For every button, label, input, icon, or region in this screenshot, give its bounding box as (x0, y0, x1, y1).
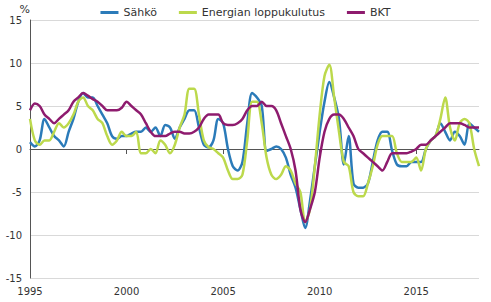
svg-text:-15: -15 (6, 273, 22, 284)
svg-text:2015: 2015 (404, 286, 429, 297)
svg-text:2000: 2000 (114, 286, 139, 297)
svg-text:0: 0 (16, 144, 22, 155)
svg-text:5: 5 (16, 101, 22, 112)
svg-text:2010: 2010 (307, 286, 332, 297)
svg-text:-5: -5 (12, 187, 22, 198)
svg-text:-10: -10 (6, 230, 22, 241)
svg-text:10: 10 (9, 58, 22, 69)
svg-text:BKT: BKT (370, 6, 391, 19)
svg-text:Energian loppukulutus: Energian loppukulutus (202, 6, 325, 19)
svg-text:1995: 1995 (17, 286, 42, 297)
svg-text:15: 15 (9, 15, 22, 26)
svg-text:2005: 2005 (210, 286, 235, 297)
svg-text:Sähkö: Sähkö (123, 6, 157, 19)
